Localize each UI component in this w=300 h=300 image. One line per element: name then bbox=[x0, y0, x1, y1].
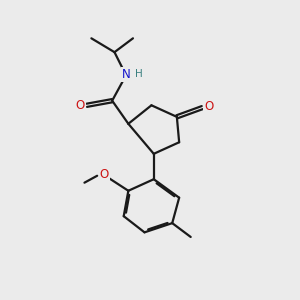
Text: N: N bbox=[122, 68, 130, 81]
Text: O: O bbox=[76, 99, 85, 112]
Text: H: H bbox=[135, 69, 142, 79]
Text: O: O bbox=[204, 100, 213, 113]
Text: O: O bbox=[100, 168, 109, 181]
